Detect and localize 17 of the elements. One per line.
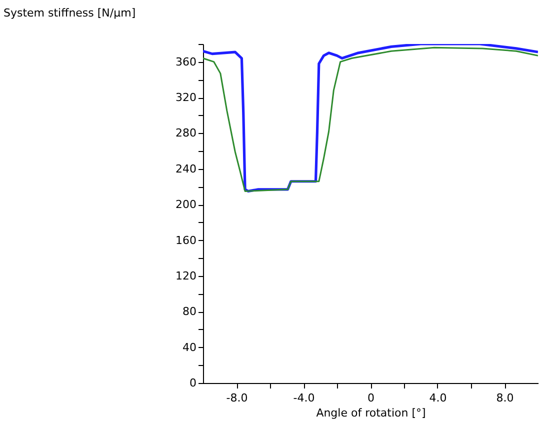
y-tick-label: 40 — [182, 340, 196, 354]
x-axis-title: Angle of rotation [°] — [316, 406, 426, 420]
y-axis-title: System stiffness [N/µm] — [4, 6, 136, 20]
y-tick-label: 360 — [176, 55, 196, 68]
y-tick-label: 120 — [176, 269, 196, 282]
x-tick-label: 0 — [368, 392, 374, 404]
y-tick-label: 0 — [190, 376, 196, 390]
x-tick-label: 8.0 — [496, 392, 514, 404]
y-tick-label: 320 — [176, 91, 196, 104]
y-tick-label: 160 — [176, 234, 196, 247]
x-tick-label: -4.0 — [293, 392, 315, 404]
x-tick-label: -8.0 — [226, 392, 248, 404]
y-tick-label: 280 — [176, 126, 196, 140]
x-tick-label: 4.0 — [429, 392, 447, 404]
y-tick-label: 80 — [182, 305, 196, 318]
y-tick-label: 200 — [176, 198, 196, 212]
y-tick-label: 240 — [176, 162, 196, 176]
